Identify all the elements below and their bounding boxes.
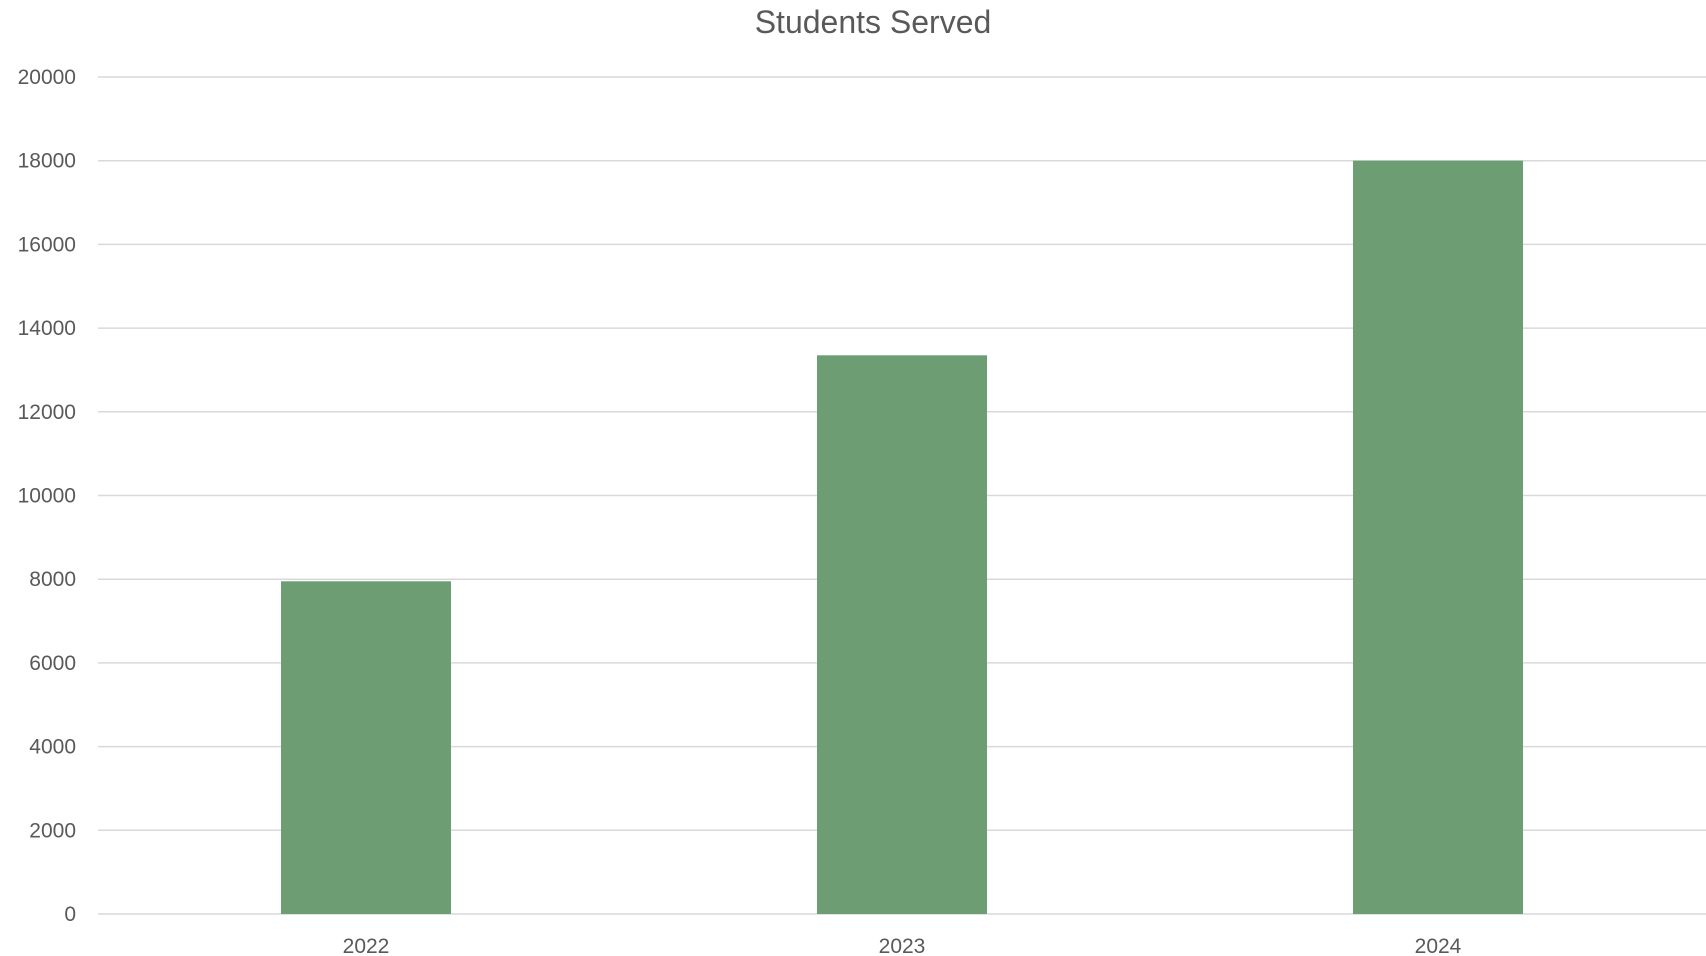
bar-2023 — [817, 355, 987, 914]
y-tick-label: 16000 — [18, 233, 76, 256]
x-tick-label: 2022 — [343, 935, 390, 956]
x-axis-tick-labels: 2022 2023 2024 — [343, 935, 1462, 956]
y-tick-label: 2000 — [29, 819, 76, 842]
y-tick-label: 14000 — [18, 317, 76, 340]
y-tick-label: 0 — [64, 903, 76, 926]
bar-2022 — [281, 581, 451, 914]
y-tick-label: 12000 — [18, 401, 76, 424]
chart-title: Students Served — [755, 4, 992, 40]
y-tick-label: 8000 — [29, 568, 76, 591]
y-tick-label: 6000 — [29, 652, 76, 675]
bar-2024 — [1353, 160, 1523, 914]
bars — [281, 160, 1523, 914]
x-tick-label: 2023 — [879, 935, 926, 956]
y-tick-label: 18000 — [18, 150, 76, 173]
y-tick-label: 20000 — [18, 66, 76, 89]
y-tick-label: 4000 — [29, 736, 76, 759]
y-tick-label: 10000 — [18, 485, 76, 508]
y-axis-tick-labels: 0 2000 4000 6000 8000 10000 12000 14000 16000 180… — [18, 66, 76, 926]
x-tick-label: 2024 — [1415, 935, 1462, 956]
